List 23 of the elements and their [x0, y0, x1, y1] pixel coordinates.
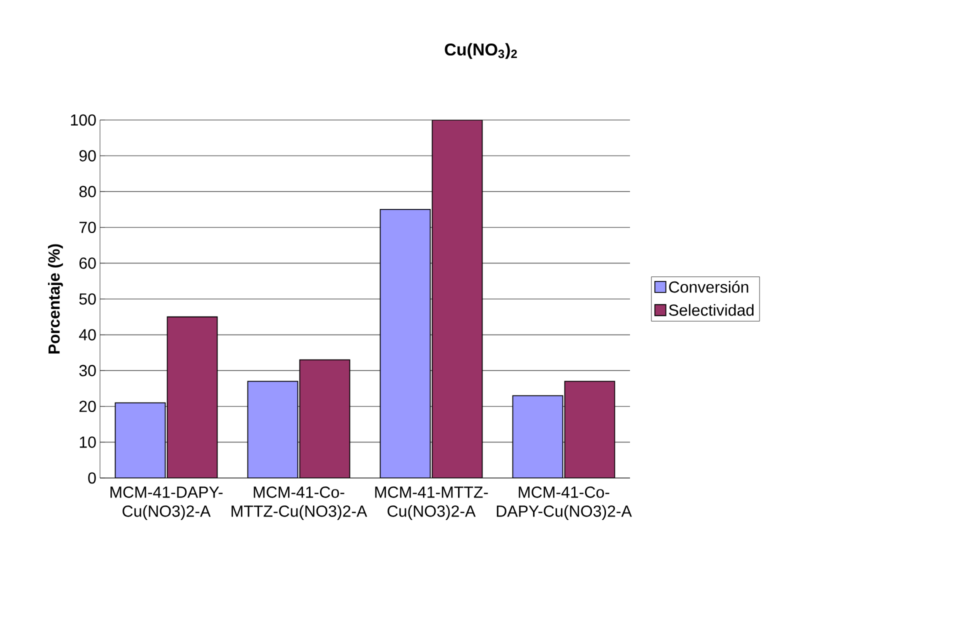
y-tick-label: 100 — [71, 114, 96, 126]
y-tick-label: 30 — [79, 364, 96, 376]
bar — [247, 380, 298, 478]
y-tick-label: 80 — [79, 186, 96, 198]
y-axis-title: Porcentaje (%) — [48, 244, 63, 354]
legend-label: Selectividad — [669, 304, 754, 316]
x-tick-label: MCM-41-DAPY-Cu(NO3)2-A — [110, 486, 223, 520]
y-tick-label: 70 — [79, 222, 96, 234]
y-tick-label: 60 — [79, 258, 96, 269]
chart-title: Cu(NO$_{3}$)$_{2}$ — [444, 43, 517, 59]
y-tick-label: 20 — [79, 400, 96, 412]
legend-label: Conversión — [669, 280, 748, 293]
y-tick-label: 40 — [79, 329, 96, 340]
x-tick-label: MCM-41-Co-MTTZ-Cu(NO3)2-A — [232, 486, 368, 520]
bar — [380, 209, 431, 478]
x-tick-label: MCM-41-MTTZ-Cu(NO3)2-A — [375, 486, 488, 520]
bar — [512, 395, 564, 478]
y-tick-label: 0 — [88, 472, 96, 484]
x-tick-label: MCM-41-Co-DAPY-Cu(NO3)2-A — [496, 486, 632, 520]
y-tick-label: 10 — [80, 436, 96, 448]
y-tick-label: 50 — [79, 293, 96, 305]
y-tick-label: 90 — [79, 150, 96, 162]
bar — [114, 402, 166, 478]
